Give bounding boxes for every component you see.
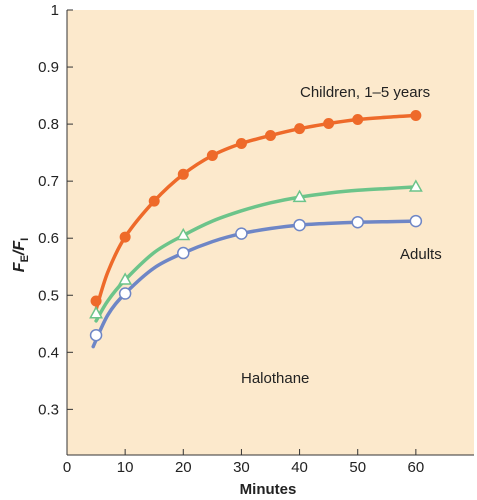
data-point-series-2 <box>293 218 306 232</box>
data-point-series-0 <box>177 168 189 180</box>
x-tick-label: 50 <box>349 459 366 476</box>
data-point-series-0 <box>148 195 160 207</box>
data-point-series-0 <box>352 114 364 126</box>
data-point-series-2 <box>409 214 423 228</box>
x-tick-label: 20 <box>175 459 192 476</box>
data-point-series-0 <box>90 295 102 307</box>
data-point-series-0 <box>119 231 131 243</box>
data-point-series-0 <box>206 149 218 161</box>
y-tick-label: 0.7 <box>38 173 59 190</box>
data-point-series-1 <box>89 305 104 319</box>
x-tick-label: 0 <box>63 459 71 476</box>
x-tick-label: 30 <box>233 459 250 476</box>
annotation-halothane: Halothane <box>241 370 309 387</box>
y-tick-label: 0.5 <box>38 287 59 304</box>
data-point-series-0 <box>410 110 422 122</box>
series-layer <box>89 110 423 349</box>
data-point-series-0 <box>265 130 276 142</box>
x-axis-title: Minutes <box>240 481 297 498</box>
y-tick-label: 1 <box>51 2 59 19</box>
data-point-series-1 <box>292 189 307 203</box>
y-tick-label: 0.9 <box>38 59 59 76</box>
data-point-series-2 <box>351 215 364 229</box>
data-point-series-2 <box>235 227 248 240</box>
data-point-series-0 <box>323 118 335 130</box>
y-tick-label: 0.6 <box>38 230 59 247</box>
x-tick-label: 10 <box>117 459 134 476</box>
data-point-series-2 <box>89 328 103 342</box>
x-tick-label: 40 <box>291 459 308 476</box>
y-axis-symbol-numerator: F <box>11 261 28 272</box>
y-axis-symbol-denominator: F <box>11 240 28 251</box>
data-point-series-2 <box>118 287 132 300</box>
data-point-series-1 <box>118 272 133 285</box>
x-tick-label: 60 <box>408 459 425 476</box>
annotation-adults: Adults <box>400 246 442 263</box>
y-tick-label: 0.3 <box>38 401 59 418</box>
plot-background <box>67 10 474 455</box>
y-tick-label: 0.4 <box>38 344 59 361</box>
data-point-series-0 <box>235 138 247 149</box>
axes: 0.30.40.50.60.70.80.910 10 20 30 40 50 60 <box>38 2 474 476</box>
y-tick-label: 0.8 <box>38 116 59 133</box>
svg-text:FE/FI: FE/FI <box>11 238 31 272</box>
data-point-series-0 <box>294 123 306 135</box>
y-axis-subscript-denominator: I <box>19 238 31 241</box>
y-axis-subscript-numerator: E <box>19 255 31 262</box>
data-point-series-1 <box>408 179 423 192</box>
data-point-series-1 <box>176 227 191 241</box>
data-point-series-2 <box>177 246 190 260</box>
annotation-children: Children, 1–5 years <box>300 84 430 101</box>
y-axis-title: FE/FI <box>11 238 31 272</box>
